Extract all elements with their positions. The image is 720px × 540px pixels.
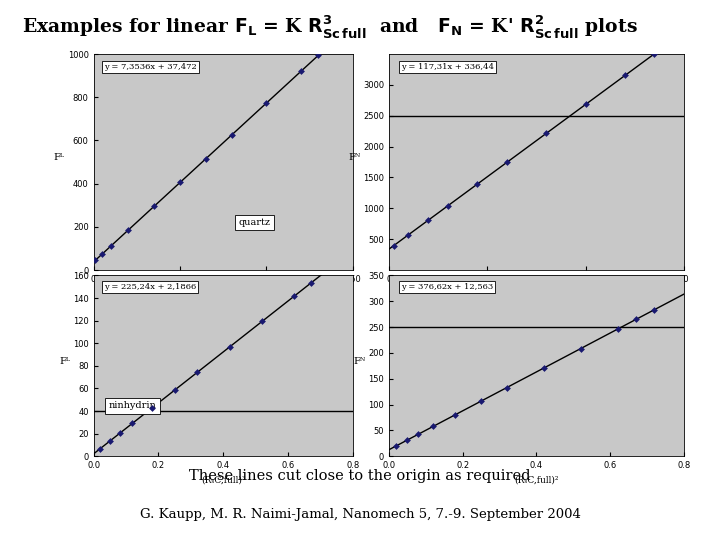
Point <box>289 292 300 300</box>
Text: G. Kaupp, M. R. Naimi-Jamal, Nanomech 5, 7.-9. September 2004: G. Kaupp, M. R. Naimi-Jamal, Nanomech 5,… <box>140 508 580 521</box>
Point <box>449 410 461 419</box>
X-axis label: (RₛC,full)²: (RₛC,full)² <box>514 476 559 485</box>
Point <box>89 256 101 265</box>
Point <box>475 397 487 406</box>
Point <box>580 100 591 109</box>
Point <box>96 249 108 258</box>
X-axis label: (RₛC,full)²: (RₛC,full)² <box>514 289 559 299</box>
Point <box>174 178 186 187</box>
Point <box>423 216 434 225</box>
Point <box>402 436 413 444</box>
Point <box>649 305 660 314</box>
Point <box>94 444 106 453</box>
Text: y = 376,62x + 12,563: y = 376,62x + 12,563 <box>400 282 493 291</box>
Point <box>501 383 513 392</box>
Text: Examples for linear $\bf{F_L}$ = K $\bf{R_{Sc\,full}^{3}}$  and   $\bf{F_N}$ = K: Examples for linear $\bf{F_L}$ = K $\bf{… <box>22 14 637 40</box>
Text: y = 7,3536x + 37,472: y = 7,3536x + 37,472 <box>104 63 197 71</box>
Point <box>402 231 414 239</box>
Point <box>224 342 235 351</box>
X-axis label: (RₛC,full)³: (RₛC,full)³ <box>201 289 246 299</box>
Text: y = 117,31x + 336,44: y = 117,31x + 336,44 <box>400 63 494 71</box>
Point <box>146 404 158 413</box>
Point <box>619 71 631 80</box>
Y-axis label: Fᴸ: Fᴸ <box>54 153 65 162</box>
Point <box>390 442 402 450</box>
Point <box>575 345 587 353</box>
Point <box>104 437 116 445</box>
Point <box>538 364 549 373</box>
Point <box>256 317 268 326</box>
Point <box>261 99 272 107</box>
Point <box>305 279 317 287</box>
Point <box>200 154 212 163</box>
Point <box>295 67 307 76</box>
Text: y = 225,24x + 2,1866: y = 225,24x + 2,1866 <box>104 282 197 291</box>
Point <box>226 131 238 139</box>
X-axis label: (RₛC,full)³: (RₛC,full)³ <box>201 476 246 485</box>
Point <box>612 325 624 333</box>
Point <box>649 50 660 58</box>
Point <box>192 368 203 377</box>
Point <box>105 242 117 251</box>
Point <box>127 419 138 428</box>
Point <box>413 430 424 438</box>
Point <box>114 429 125 438</box>
Point <box>501 158 513 167</box>
Y-axis label: Fᴸ: Fᴸ <box>59 357 70 366</box>
Point <box>442 201 454 210</box>
Point <box>630 315 642 323</box>
Text: ninhydrin: ninhydrin <box>109 401 156 410</box>
Point <box>312 51 324 60</box>
Y-axis label: Fᴺ: Fᴺ <box>348 153 361 162</box>
Point <box>148 202 160 211</box>
Point <box>428 422 439 431</box>
Text: These lines cut close to the origin as required: These lines cut close to the origin as r… <box>189 469 531 483</box>
Y-axis label: Fᴺ: Fᴺ <box>354 357 366 366</box>
Point <box>472 180 483 188</box>
Point <box>122 226 134 234</box>
Point <box>388 241 400 250</box>
Point <box>541 129 552 138</box>
Text: quartz: quartz <box>238 218 270 227</box>
Point <box>169 386 181 395</box>
